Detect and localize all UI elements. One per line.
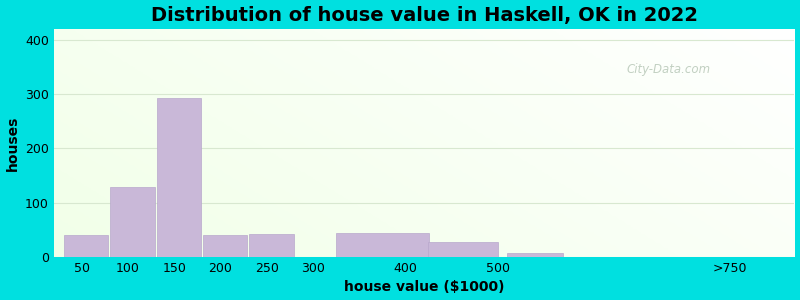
Title: Distribution of house value in Haskell, OK in 2022: Distribution of house value in Haskell, … <box>150 6 698 25</box>
X-axis label: house value ($1000): house value ($1000) <box>344 280 504 294</box>
Bar <box>203 235 247 257</box>
Bar <box>336 232 429 257</box>
Text: City-Data.com: City-Data.com <box>626 64 710 76</box>
Bar <box>507 253 563 257</box>
Bar <box>64 235 109 257</box>
Bar <box>110 188 154 257</box>
Y-axis label: houses: houses <box>6 115 19 171</box>
Bar <box>249 234 294 257</box>
Bar <box>157 98 201 257</box>
Bar <box>428 242 498 257</box>
